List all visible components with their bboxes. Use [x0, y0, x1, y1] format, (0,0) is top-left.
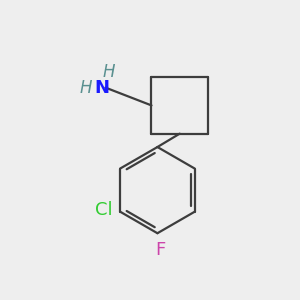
Text: Cl: Cl — [95, 201, 112, 219]
Text: H: H — [79, 79, 92, 97]
Text: H: H — [103, 63, 116, 81]
Text: N: N — [94, 79, 109, 97]
Text: F: F — [155, 241, 166, 259]
